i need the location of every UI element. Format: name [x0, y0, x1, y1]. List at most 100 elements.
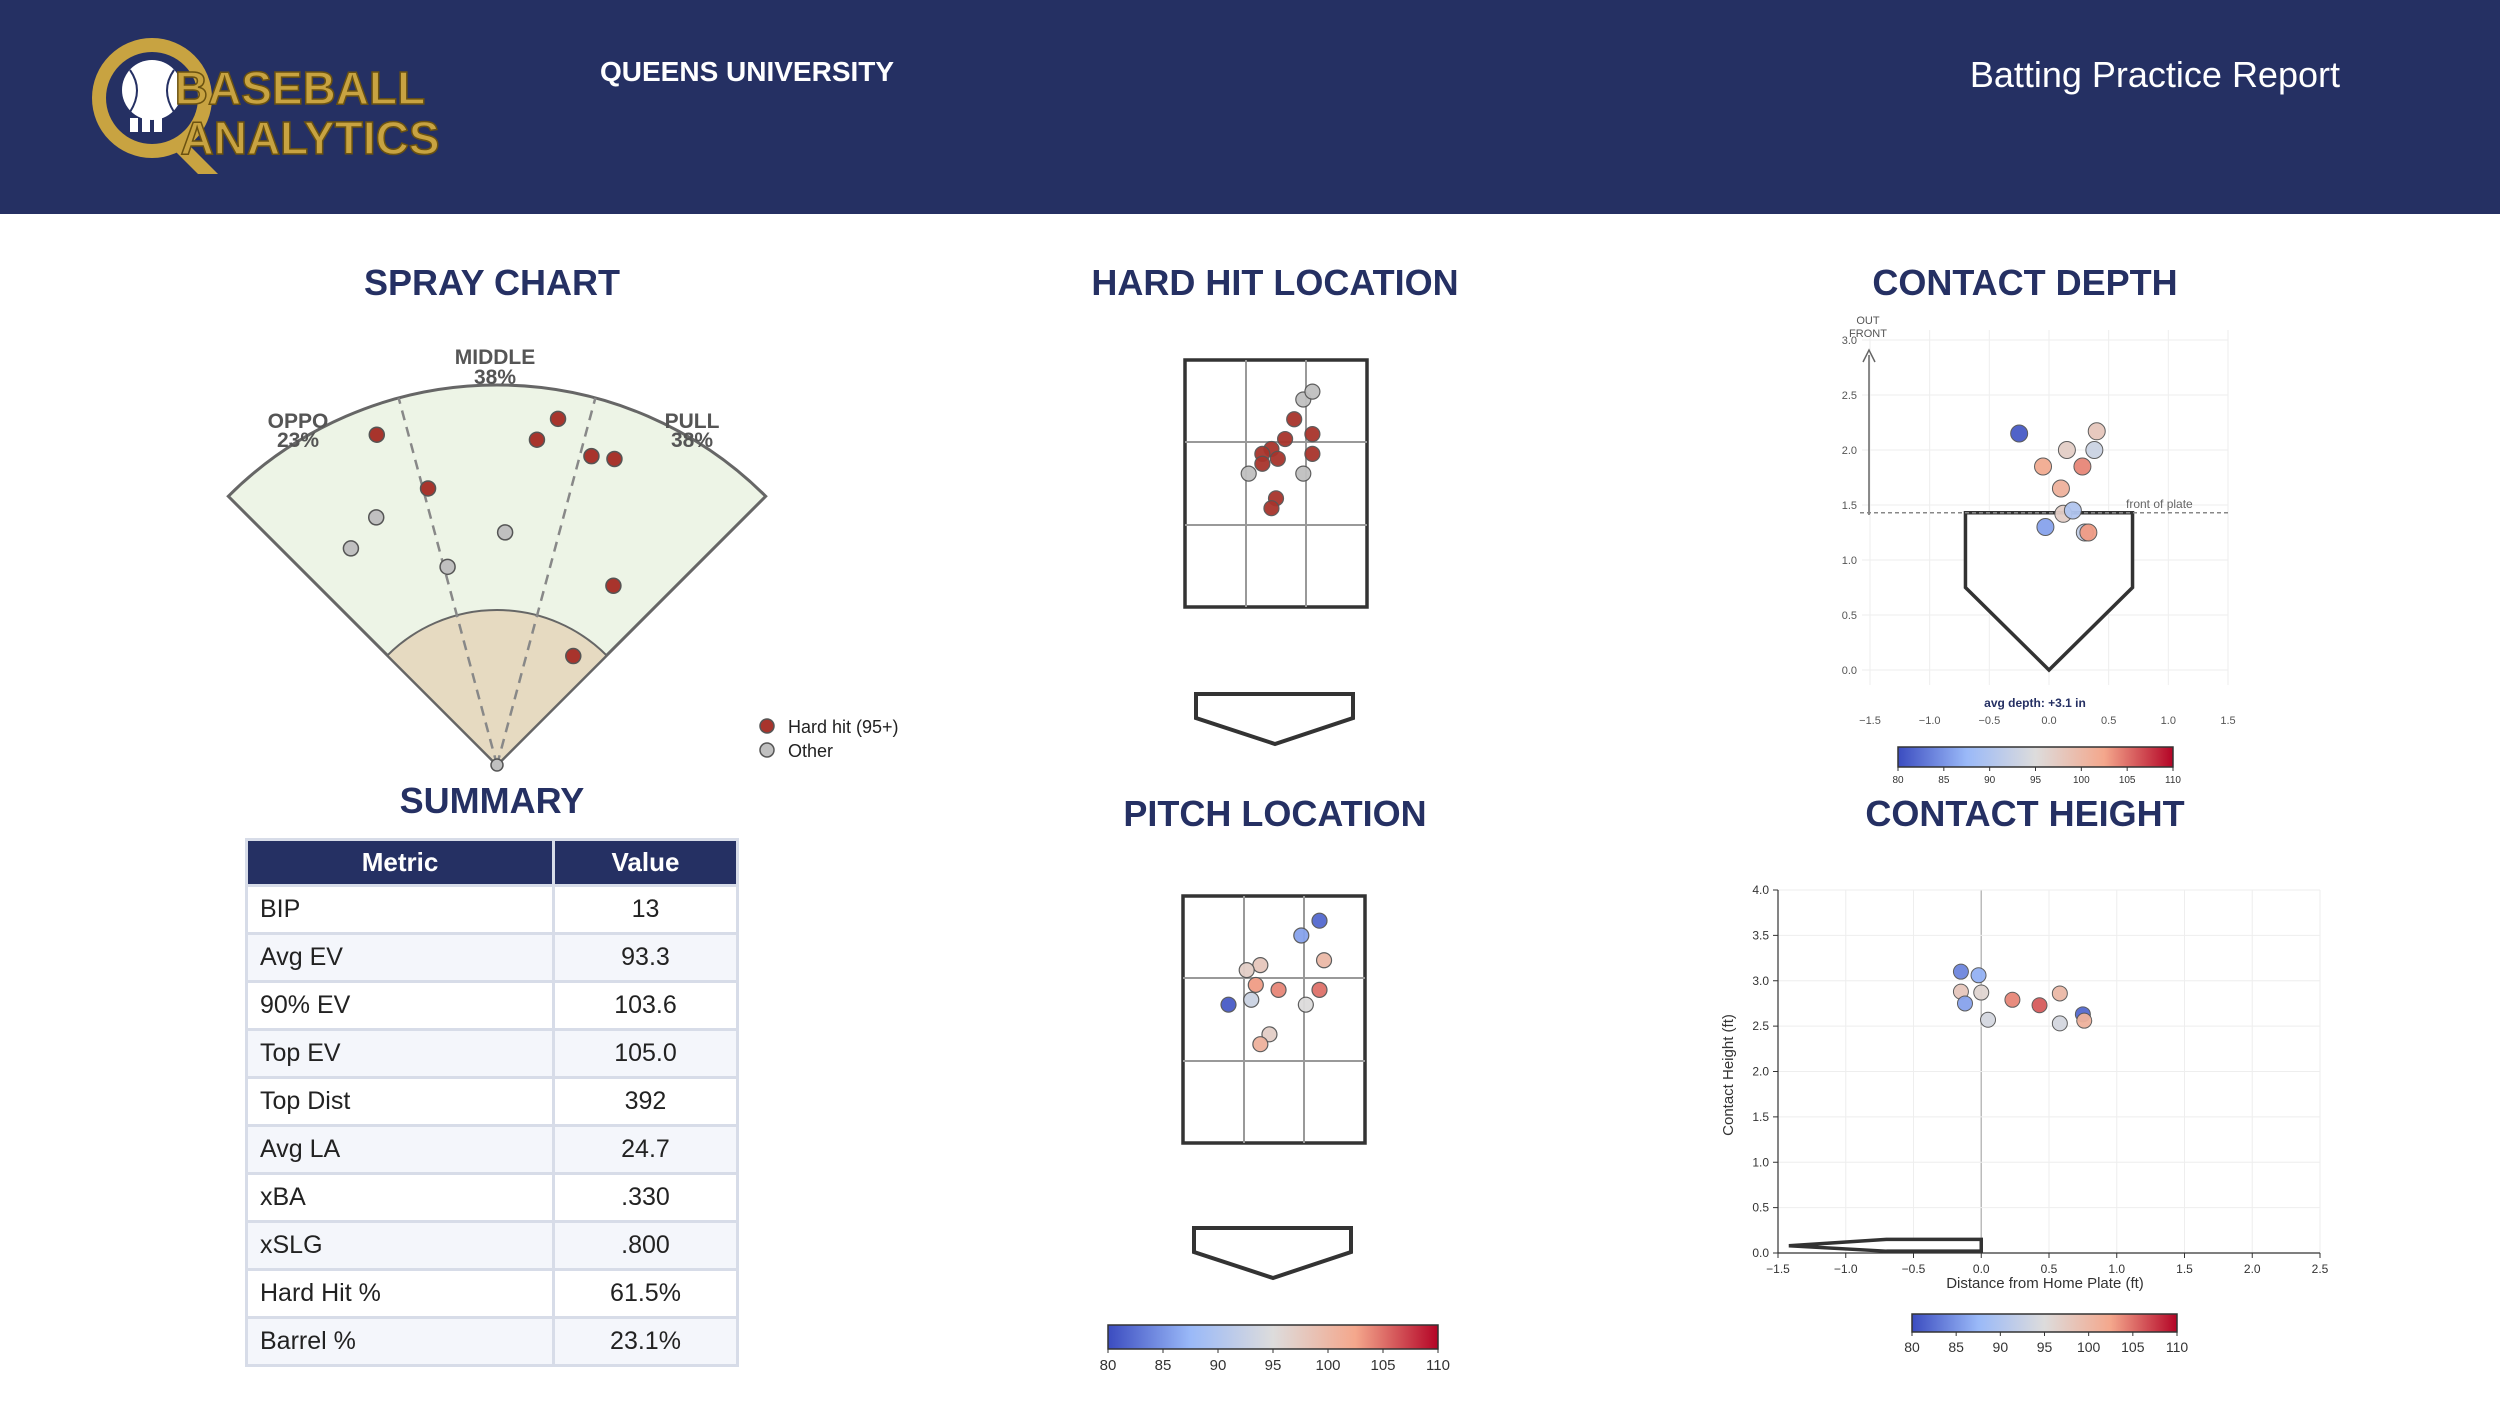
x-tick-label: 0.0	[2041, 715, 2056, 727]
contact-point	[2063, 501, 2082, 520]
logo-line1: BASEBALL	[175, 62, 425, 114]
pitch-location-chart	[1181, 894, 1367, 1281]
home-plate-marker	[490, 758, 504, 772]
value-cell: 93.3	[551, 932, 740, 983]
avg-depth-label: avg depth: +3.1 in	[1984, 696, 2086, 710]
front-label: FRONT	[1849, 328, 1887, 340]
value-header: Value	[551, 838, 740, 887]
colorbar-tick-label: 105	[1370, 1357, 1395, 1370]
colorbar-tick-label: 95	[2030, 775, 2042, 786]
table-row: Top Dist 392	[245, 1076, 740, 1127]
colorbar-tick-label: 90	[1210, 1357, 1227, 1370]
colorbar-tick-label: 105	[2119, 775, 2136, 786]
colorbar-tick-label: 85	[1948, 1339, 1964, 1355]
contact-point	[2087, 422, 2106, 441]
zone-divider-left	[397, 397, 499, 766]
contact-point	[1970, 967, 1987, 984]
pitch-point	[1220, 996, 1237, 1013]
metric-cell: Barrel %	[245, 1316, 555, 1367]
colorbar-tick-label: 110	[2165, 775, 2181, 786]
pitch-point	[1263, 500, 1280, 517]
colorbar-tick-label: 80	[1100, 1357, 1116, 1370]
pitch-location-title: PITCH LOCATION	[1123, 793, 1427, 834]
baseball-analytics-logo: BASEBALL ANALYTICS	[92, 38, 440, 174]
metric-cell: Top EV	[245, 1028, 555, 1079]
x-tick-label: 1.5	[2176, 1262, 2193, 1276]
spray-chart-title: SPRAY CHART	[363, 262, 621, 303]
report-title: Batting Practice Report	[1969, 54, 2340, 95]
y-tick-label: 0.5	[1842, 610, 1857, 622]
pitch-point	[1276, 430, 1294, 448]
home-plate-side-outline	[1788, 1237, 1983, 1253]
legend-other-label: Other	[788, 741, 833, 761]
y-tick-label: 2.5	[1752, 1019, 1769, 1033]
other-point	[439, 558, 456, 576]
y-tick-label: 0.0	[1752, 1246, 1769, 1260]
contact-point	[2051, 985, 2068, 1002]
contact-point	[1973, 984, 1990, 1001]
pitch-location-colorbar: 80 85 90 95 100 105 110	[1100, 1324, 1450, 1370]
contact-point	[2057, 441, 2076, 459]
pitch-point	[1269, 450, 1286, 467]
y-tick-label: 1.5	[1752, 1110, 1769, 1124]
table-row: Barrel % 23.1%	[245, 1316, 740, 1367]
zone-oppo-label: OPPO	[268, 410, 329, 433]
hard-hit-point	[583, 447, 600, 465]
value-cell: 24.7	[551, 1124, 740, 1175]
y-tick-label: 3.0	[1752, 974, 1769, 988]
pitch-point	[1252, 957, 1269, 974]
metric-cell: 90% EV	[245, 980, 555, 1031]
colorbar-tick-label: 110	[2166, 1339, 2189, 1355]
other-point	[342, 540, 360, 557]
y-tick-label: 2.0	[1842, 445, 1857, 457]
value-cell: .330	[551, 1172, 740, 1223]
pitch-point	[1297, 996, 1314, 1013]
table-row: Hard Hit % 61.5%	[245, 1268, 740, 1319]
logo-line2: ANALYTICS	[181, 112, 440, 164]
legend-other-marker	[759, 742, 775, 758]
metric-header: Metric	[245, 838, 555, 887]
table-row: Avg EV 93.3	[245, 932, 740, 983]
hard-hit-point	[368, 426, 386, 443]
contact-point	[2051, 479, 2070, 498]
pitch-point	[1247, 976, 1264, 994]
contact-point	[2036, 518, 2055, 536]
contact-height-chart: −1.5 −1.0 −0.5 0.0 0.5 1.0 1.5 2.0 2.5 0.0 0.5 1.0 1…	[1720, 883, 2329, 1355]
colorbar-tick-label: 80	[1892, 775, 1904, 786]
pitch-point	[1311, 981, 1328, 998]
colorbar-tick-label: 110	[1426, 1357, 1450, 1370]
pitch-point	[1270, 981, 1287, 998]
y-tick-label: 1.0	[1842, 555, 1857, 567]
zone-pull-pct: 38%	[671, 429, 713, 452]
x-tick-label: 2.0	[2244, 1262, 2261, 1276]
y-tick-label: 2.5	[1842, 390, 1857, 402]
zone-middle-label: MIDDLE	[455, 346, 536, 369]
infield-arc	[385, 608, 609, 767]
pitch-point	[1261, 1026, 1278, 1043]
value-cell: 23.1%	[551, 1316, 740, 1367]
contact-depth-title: CONTACT DEPTH	[1872, 262, 2178, 303]
contact-point	[2073, 457, 2092, 476]
summary-table: Metric Value BIP 13 Avg EV 93.3 90% EV 103.6 T…	[245, 838, 740, 1367]
x-tick-label: 2.5	[2312, 1262, 2329, 1276]
home-plate-outline	[1963, 510, 2135, 673]
colorbar-tick-label: 95	[2037, 1339, 2053, 1355]
table-row: 90% EV 103.6	[245, 980, 740, 1031]
contact-height-title: CONTACT HEIGHT	[1865, 793, 2185, 834]
table-row: xBA .330	[245, 1172, 740, 1223]
table-row: BIP 13	[245, 884, 740, 935]
legend-hard-hit-marker	[759, 718, 775, 734]
x-tick-label: −0.5	[1902, 1262, 1926, 1276]
colorbar-tick-label: 90	[1993, 1339, 2009, 1355]
pitch-point	[1315, 952, 1333, 969]
out-label: OUT	[1856, 315, 1880, 327]
value-cell: 103.6	[551, 980, 740, 1031]
zone-divider-right	[495, 397, 597, 766]
colorbar-tick-label: 105	[2121, 1339, 2145, 1355]
contact-point	[2079, 523, 2098, 542]
metric-cell: Avg EV	[245, 932, 555, 983]
y-tick-label: 0.0	[1842, 665, 1857, 677]
hard-hit-point	[419, 480, 437, 497]
x-tick-label: 0.5	[2101, 715, 2116, 727]
pitch-point	[1304, 425, 1321, 443]
